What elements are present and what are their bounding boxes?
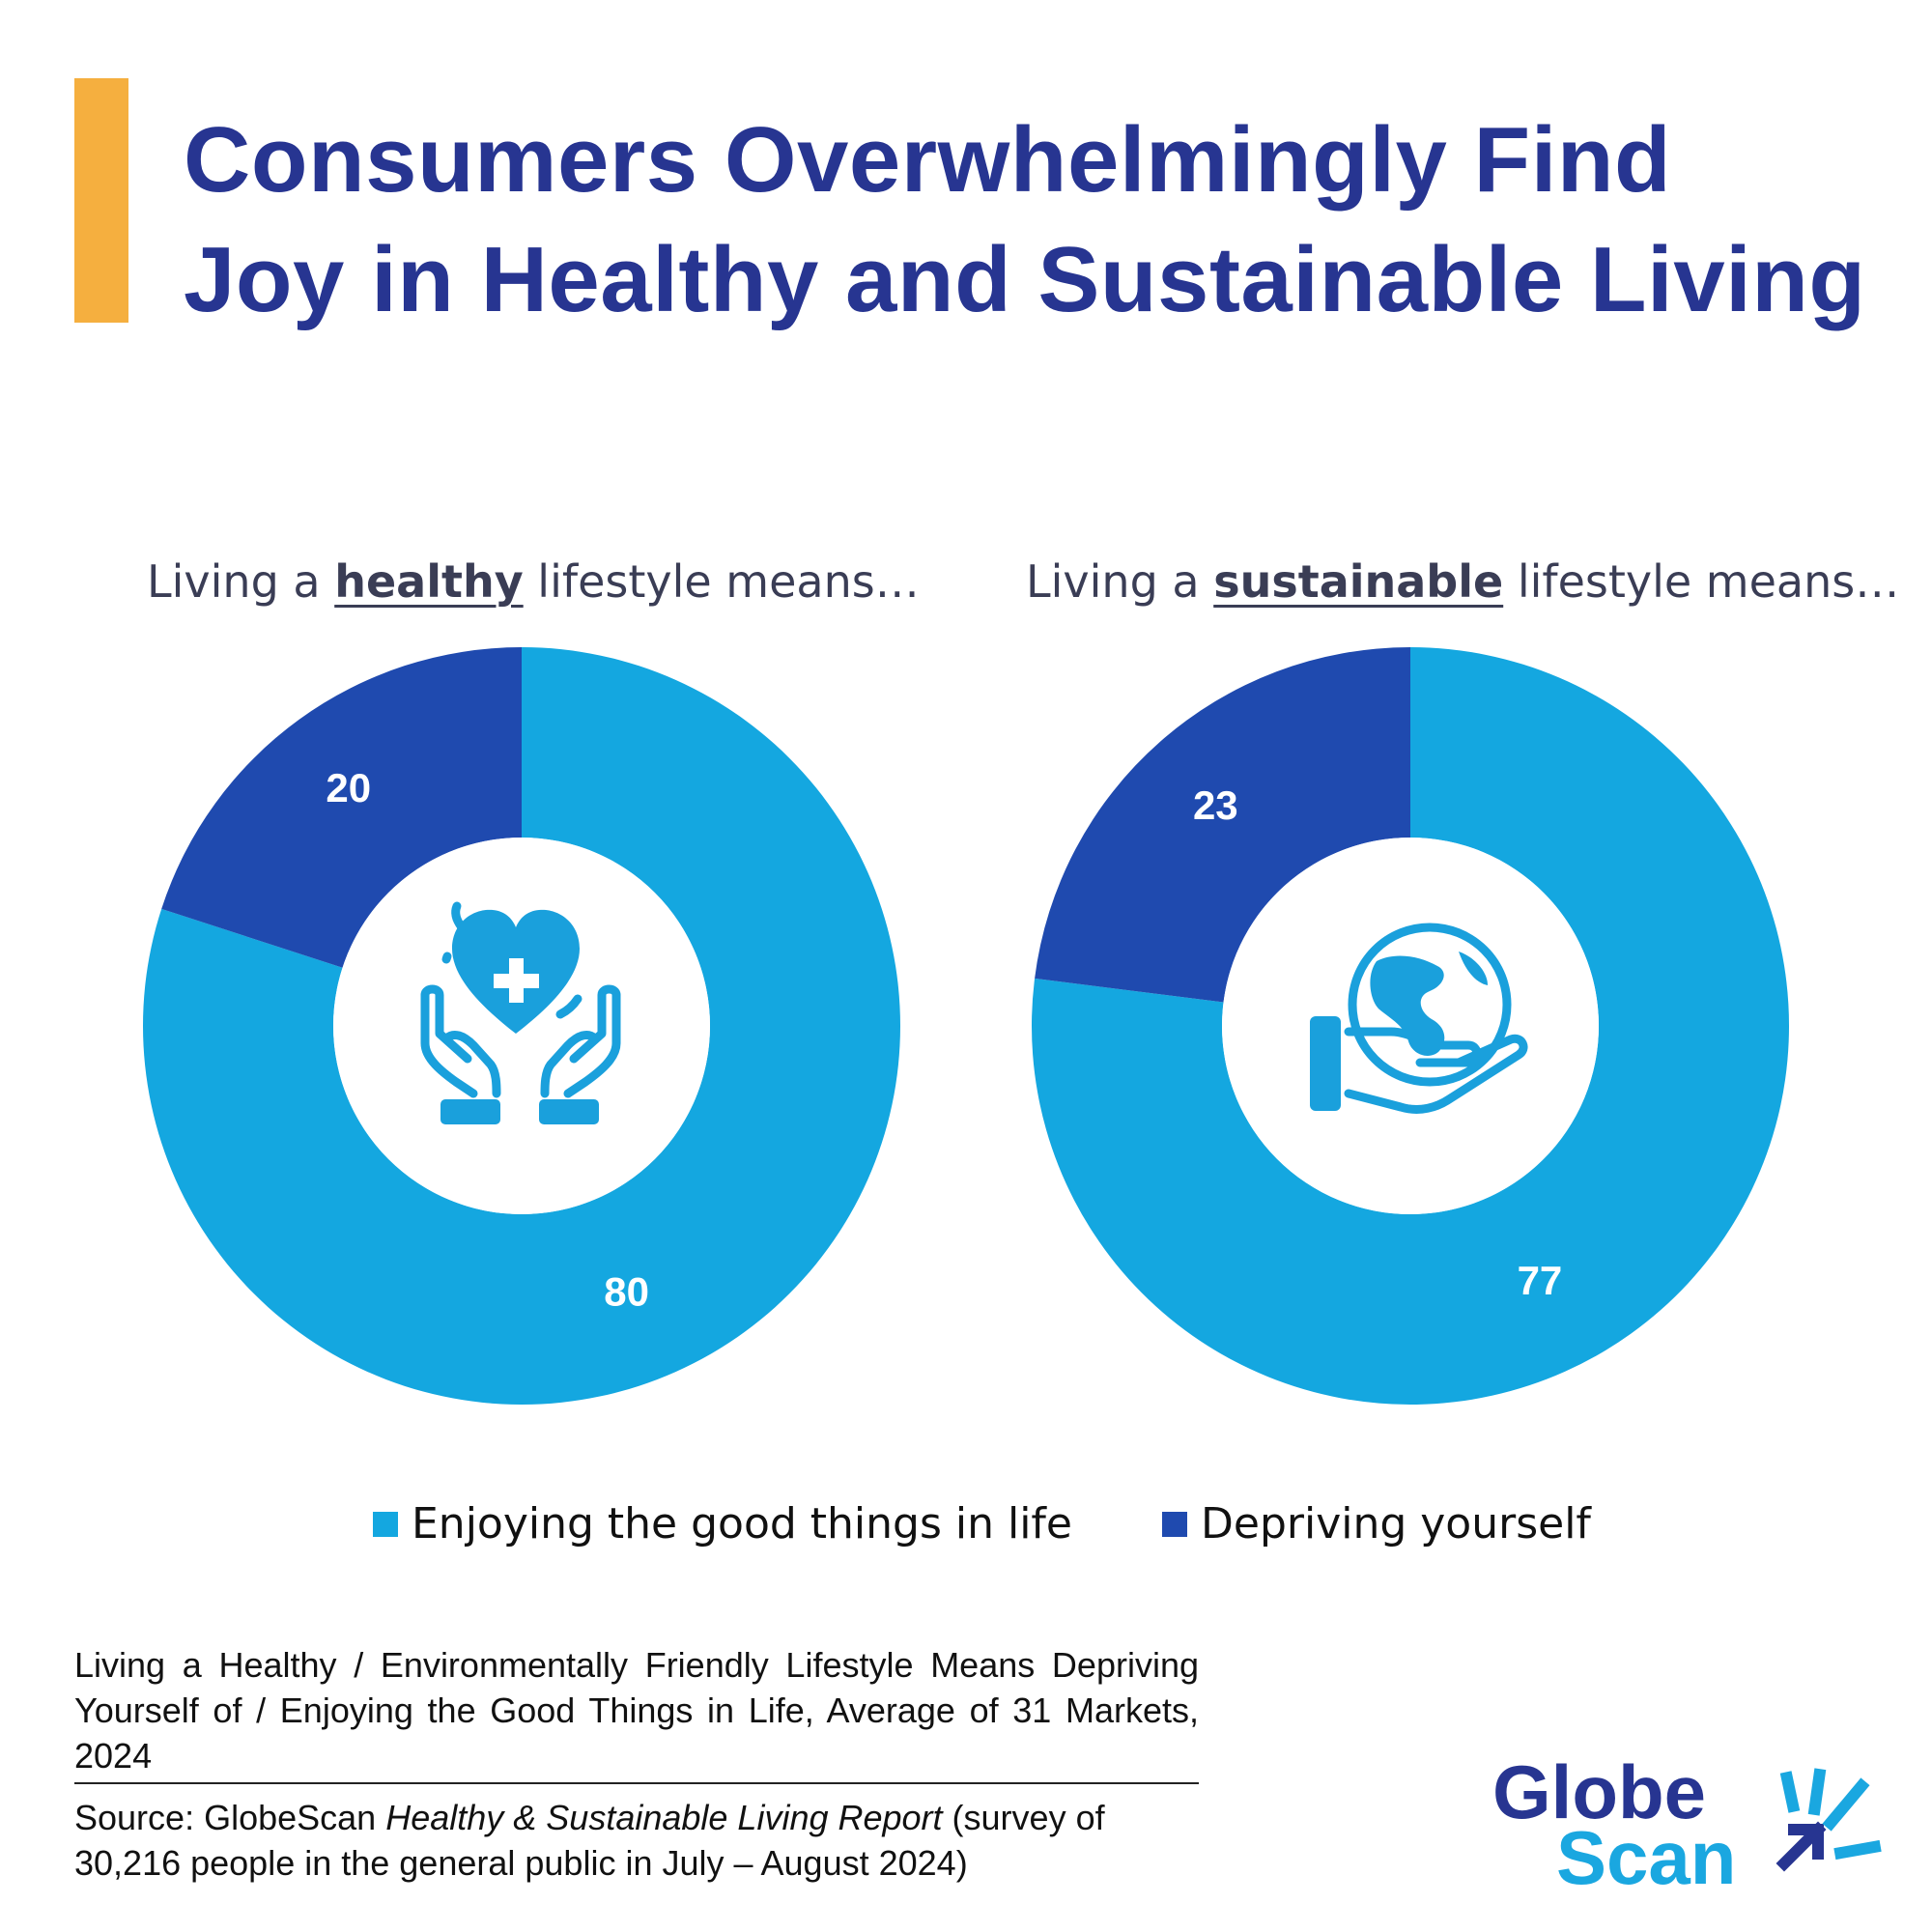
legend-label-enjoying: Enjoying the good things in life [412, 1499, 1072, 1548]
page-title: Consumers Overwhelmingly Find Joy in Hea… [184, 100, 1913, 340]
healthy-chart-subtitle: Living a healthy lifestyle means… [147, 555, 920, 608]
legend-item-enjoying: Enjoying the good things in life [373, 1499, 1072, 1548]
healthy-keyword: healthy [334, 555, 524, 608]
sustainable-chart-subtitle: Living a sustainable lifestyle means… [1026, 555, 1900, 608]
report-name: Healthy & Sustainable Living Report [385, 1798, 943, 1837]
title-line-2: Joy in Healthy and Sustainable Living [184, 228, 1866, 331]
title-accent-bar [74, 78, 128, 323]
legend-label-depriving: Depriving yourself [1201, 1499, 1591, 1548]
sustainable-slice-depriving [1035, 647, 1410, 1003]
logo-scan-text: Scan [1556, 1815, 1737, 1900]
healthy-label-depriving: 20 [326, 765, 371, 810]
healthy-label-enjoying: 80 [604, 1268, 649, 1314]
globescan-logo: Globe Scan [1492, 1753, 1898, 1898]
sustainable-keyword: sustainable [1213, 555, 1504, 608]
logo-burst-icon [1776, 1768, 1882, 1872]
healthy-slice-depriving [161, 647, 522, 968]
sustainable-label-depriving: 23 [1193, 782, 1238, 828]
legend-swatch-enjoying [373, 1511, 398, 1537]
healthy-slice-enjoying [143, 647, 901, 1405]
sustainable-label-enjoying: 77 [1518, 1258, 1563, 1303]
sustainable-donut-chart: 77 23 [1032, 647, 1790, 1405]
hand-globe-icon [1310, 923, 1528, 1114]
healthy-donut-chart: 80 20 [143, 647, 901, 1405]
sustainable-slice-enjoying [1032, 647, 1790, 1405]
hands-heart-icon [420, 901, 621, 1124]
title-line-1: Consumers Overwhelmingly Find [184, 108, 1672, 212]
source-text: Source: GlobeScan Healthy & Sustainable … [74, 1798, 1105, 1883]
legend-swatch-depriving [1162, 1511, 1187, 1537]
legend-item-depriving: Depriving yourself [1162, 1499, 1591, 1548]
chart-note: Living a Healthy / Environmentally Frien… [74, 1645, 1199, 1776]
logo-globe-text: Globe [1492, 1749, 1707, 1834]
divider [74, 1782, 1199, 1784]
